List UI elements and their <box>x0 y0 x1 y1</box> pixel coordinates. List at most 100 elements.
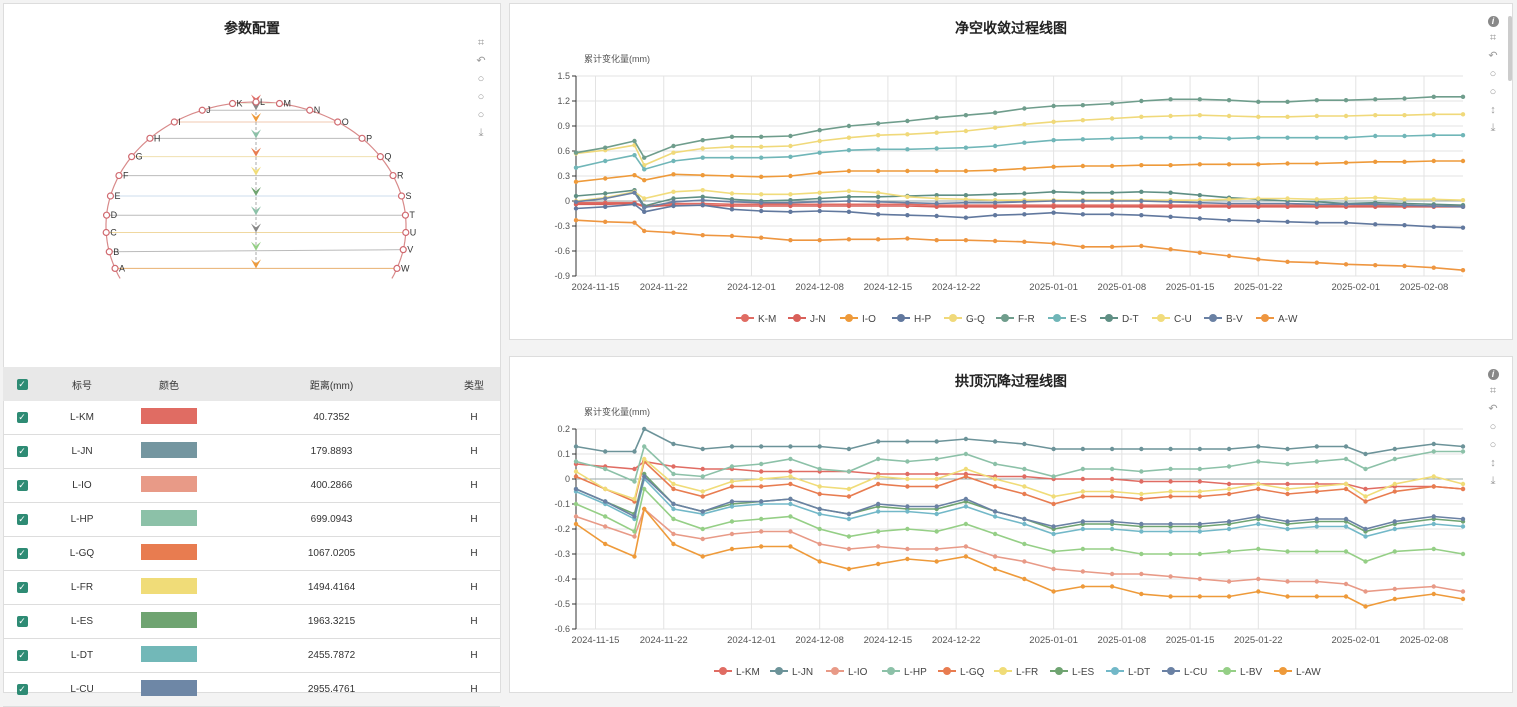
legend-item[interactable]: K-M <box>736 314 776 325</box>
data-point[interactable] <box>934 192 939 198</box>
data-point[interactable] <box>1343 196 1349 201</box>
series-H-P[interactable] <box>573 202 1466 230</box>
data-point[interactable] <box>1314 484 1319 489</box>
data-point[interactable] <box>642 196 647 201</box>
data-point[interactable] <box>1363 494 1368 499</box>
data-point[interactable] <box>992 554 998 559</box>
data-point[interactable] <box>1139 571 1144 577</box>
data-point[interactable] <box>934 237 939 243</box>
data-point[interactable] <box>817 491 822 497</box>
data-point[interactable] <box>671 150 676 155</box>
data-point[interactable] <box>875 199 881 205</box>
data-point[interactable] <box>1363 486 1368 492</box>
table-row[interactable]: ✓ L-ES 1963.3215 H <box>3 604 500 639</box>
data-point[interactable] <box>758 461 764 467</box>
data-point[interactable] <box>1022 212 1027 217</box>
data-point[interactable] <box>934 204 939 210</box>
data-point[interactable] <box>992 125 998 130</box>
data-point[interactable] <box>603 219 608 225</box>
data-point[interactable] <box>729 464 735 469</box>
data-point[interactable] <box>817 526 822 532</box>
data-point[interactable] <box>846 494 852 499</box>
data-point[interactable] <box>1168 594 1173 599</box>
data-point[interactable] <box>573 501 579 507</box>
zoom-out-icon[interactable]: ○ <box>1489 86 1497 98</box>
data-point[interactable] <box>846 534 852 539</box>
data-point[interactable] <box>1373 159 1378 165</box>
legend-item[interactable]: A-W <box>1256 314 1298 325</box>
data-point[interactable] <box>817 444 822 449</box>
data-point[interactable] <box>1197 494 1203 499</box>
data-point[interactable] <box>1285 549 1290 554</box>
data-point[interactable] <box>1431 514 1436 519</box>
legend-item[interactable]: L-GQ <box>938 667 985 678</box>
data-point[interactable] <box>671 189 676 195</box>
data-point[interactable] <box>729 531 735 537</box>
data-point[interactable] <box>1051 164 1056 170</box>
data-point[interactable] <box>963 197 969 202</box>
data-point[interactable] <box>603 541 608 547</box>
data-point[interactable] <box>1080 163 1086 169</box>
data-point[interactable] <box>992 212 998 218</box>
data-point[interactable] <box>1051 524 1056 529</box>
row-checkbox[interactable]: ✓ <box>16 548 28 559</box>
color-swatch[interactable] <box>141 578 197 594</box>
legend-item[interactable]: L-CU <box>1162 667 1207 678</box>
data-point[interactable] <box>1285 201 1290 206</box>
data-point[interactable] <box>1343 97 1349 103</box>
data-point[interactable] <box>700 489 705 494</box>
legend-item[interactable]: L-ES <box>1050 667 1095 678</box>
data-point[interactable] <box>642 167 647 172</box>
data-point[interactable] <box>934 559 939 564</box>
data-point[interactable] <box>632 138 637 144</box>
data-point[interactable] <box>934 168 939 174</box>
data-point[interactable] <box>1285 594 1290 599</box>
undo-icon[interactable]: ↶ <box>1488 50 1498 62</box>
data-point[interactable] <box>788 444 793 449</box>
data-point[interactable] <box>642 506 647 512</box>
data-point[interactable] <box>875 121 881 126</box>
data-point[interactable] <box>1168 521 1173 527</box>
data-point[interactable] <box>1226 217 1232 223</box>
data-point[interactable] <box>1460 225 1466 230</box>
data-point[interactable] <box>573 165 579 170</box>
data-point[interactable] <box>1256 114 1261 120</box>
measure-point[interactable] <box>402 228 410 237</box>
data-point[interactable] <box>1109 163 1115 169</box>
data-point[interactable] <box>1168 494 1173 499</box>
data-point[interactable] <box>905 212 910 218</box>
data-point[interactable] <box>1314 516 1319 522</box>
data-point[interactable] <box>1022 484 1027 489</box>
data-point[interactable] <box>758 144 764 150</box>
data-point[interactable] <box>1109 494 1115 499</box>
series-L-IO[interactable] <box>573 506 1466 594</box>
data-point[interactable] <box>729 484 735 489</box>
data-point[interactable] <box>1109 204 1115 210</box>
data-point[interactable] <box>992 204 998 210</box>
data-point[interactable] <box>1373 222 1378 227</box>
data-point[interactable] <box>1343 113 1349 119</box>
legend-item[interactable]: H-P <box>892 314 932 325</box>
data-point[interactable] <box>1460 589 1466 594</box>
data-point[interactable] <box>671 172 676 177</box>
data-point[interactable] <box>1168 489 1173 494</box>
data-point[interactable] <box>729 155 735 160</box>
data-point[interactable] <box>1022 204 1027 210</box>
data-point[interactable] <box>1402 263 1407 269</box>
data-point[interactable] <box>671 441 676 447</box>
data-point[interactable] <box>671 531 676 537</box>
data-point[interactable] <box>788 209 793 215</box>
measure-point[interactable] <box>389 171 397 180</box>
data-point[interactable] <box>846 203 852 209</box>
data-point[interactable] <box>1226 464 1232 469</box>
data-point[interactable] <box>1343 202 1349 207</box>
restore-icon[interactable]: ○ <box>477 109 485 121</box>
data-point[interactable] <box>573 179 579 185</box>
data-point[interactable] <box>1285 204 1290 210</box>
data-point[interactable] <box>1168 529 1173 534</box>
data-point[interactable] <box>1022 166 1027 171</box>
data-point[interactable] <box>729 504 735 509</box>
data-point[interactable] <box>1139 529 1144 534</box>
data-point[interactable] <box>632 172 637 178</box>
data-point[interactable] <box>1080 212 1086 217</box>
